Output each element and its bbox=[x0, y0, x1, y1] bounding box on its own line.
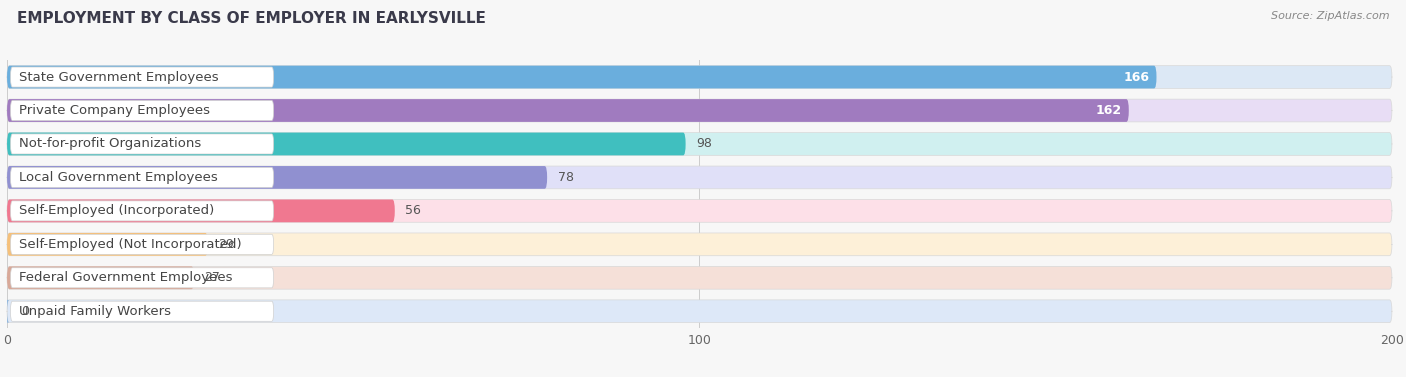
Text: State Government Employees: State Government Employees bbox=[20, 70, 219, 84]
FancyBboxPatch shape bbox=[10, 100, 274, 121]
Text: 78: 78 bbox=[558, 171, 574, 184]
FancyBboxPatch shape bbox=[7, 66, 1157, 89]
Text: Local Government Employees: Local Government Employees bbox=[20, 171, 218, 184]
Text: 27: 27 bbox=[204, 271, 221, 284]
FancyBboxPatch shape bbox=[10, 134, 274, 154]
FancyBboxPatch shape bbox=[7, 133, 1392, 155]
FancyBboxPatch shape bbox=[7, 233, 1392, 256]
FancyBboxPatch shape bbox=[7, 199, 395, 222]
FancyBboxPatch shape bbox=[7, 267, 1392, 289]
FancyBboxPatch shape bbox=[10, 201, 274, 221]
FancyBboxPatch shape bbox=[7, 233, 208, 256]
FancyBboxPatch shape bbox=[7, 66, 1392, 89]
FancyBboxPatch shape bbox=[10, 268, 274, 288]
FancyBboxPatch shape bbox=[10, 234, 274, 254]
Text: Self-Employed (Incorporated): Self-Employed (Incorporated) bbox=[20, 204, 215, 218]
FancyBboxPatch shape bbox=[7, 166, 1392, 189]
Text: 56: 56 bbox=[405, 204, 420, 218]
Text: 98: 98 bbox=[696, 138, 711, 150]
FancyBboxPatch shape bbox=[10, 301, 274, 321]
Text: Self-Employed (Not Incorporated): Self-Employed (Not Incorporated) bbox=[20, 238, 242, 251]
Text: 162: 162 bbox=[1095, 104, 1122, 117]
Text: Not-for-profit Organizations: Not-for-profit Organizations bbox=[20, 138, 201, 150]
FancyBboxPatch shape bbox=[7, 300, 1392, 323]
Text: Private Company Employees: Private Company Employees bbox=[20, 104, 211, 117]
FancyBboxPatch shape bbox=[7, 166, 547, 189]
Text: Source: ZipAtlas.com: Source: ZipAtlas.com bbox=[1271, 11, 1389, 21]
Text: 166: 166 bbox=[1123, 70, 1150, 84]
Text: 29: 29 bbox=[218, 238, 233, 251]
FancyBboxPatch shape bbox=[7, 199, 1392, 222]
FancyBboxPatch shape bbox=[10, 167, 274, 187]
FancyBboxPatch shape bbox=[7, 133, 686, 155]
FancyBboxPatch shape bbox=[7, 267, 194, 289]
FancyBboxPatch shape bbox=[10, 67, 274, 87]
FancyBboxPatch shape bbox=[7, 99, 1392, 122]
Text: Unpaid Family Workers: Unpaid Family Workers bbox=[20, 305, 172, 318]
Text: Federal Government Employees: Federal Government Employees bbox=[20, 271, 233, 284]
FancyBboxPatch shape bbox=[7, 99, 1129, 122]
Text: 0: 0 bbox=[21, 305, 30, 318]
FancyBboxPatch shape bbox=[4, 300, 10, 323]
Text: EMPLOYMENT BY CLASS OF EMPLOYER IN EARLYSVILLE: EMPLOYMENT BY CLASS OF EMPLOYER IN EARLY… bbox=[17, 11, 485, 26]
